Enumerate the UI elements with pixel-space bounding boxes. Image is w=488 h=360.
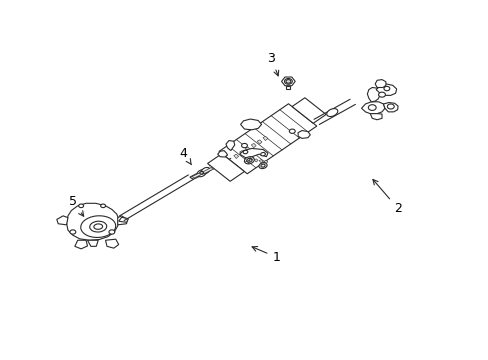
Polygon shape bbox=[244, 157, 248, 161]
Polygon shape bbox=[259, 159, 263, 163]
Ellipse shape bbox=[289, 129, 295, 134]
Ellipse shape bbox=[383, 86, 389, 91]
Ellipse shape bbox=[259, 163, 266, 168]
Ellipse shape bbox=[367, 105, 375, 111]
Polygon shape bbox=[233, 154, 238, 158]
Polygon shape bbox=[245, 147, 250, 151]
Ellipse shape bbox=[197, 170, 206, 177]
Polygon shape bbox=[239, 148, 267, 158]
Polygon shape bbox=[75, 240, 87, 249]
Polygon shape bbox=[219, 104, 316, 174]
Ellipse shape bbox=[79, 204, 83, 208]
Polygon shape bbox=[240, 119, 261, 130]
Polygon shape bbox=[254, 159, 258, 162]
Polygon shape bbox=[118, 216, 127, 225]
Polygon shape bbox=[291, 98, 325, 123]
Ellipse shape bbox=[243, 150, 247, 154]
Polygon shape bbox=[217, 150, 227, 157]
Polygon shape bbox=[263, 136, 267, 140]
Text: 1: 1 bbox=[252, 247, 280, 264]
Text: 4: 4 bbox=[179, 147, 191, 165]
Ellipse shape bbox=[201, 167, 209, 174]
Ellipse shape bbox=[109, 230, 115, 234]
Polygon shape bbox=[189, 172, 203, 179]
Ellipse shape bbox=[284, 78, 292, 84]
Polygon shape bbox=[366, 87, 379, 102]
Polygon shape bbox=[257, 140, 262, 144]
Polygon shape bbox=[239, 150, 244, 155]
Polygon shape bbox=[383, 103, 397, 112]
Ellipse shape bbox=[241, 143, 247, 148]
Polygon shape bbox=[119, 217, 128, 222]
Ellipse shape bbox=[70, 230, 76, 234]
Polygon shape bbox=[87, 240, 98, 246]
Polygon shape bbox=[281, 77, 295, 86]
Polygon shape bbox=[286, 86, 290, 89]
Polygon shape bbox=[298, 131, 310, 138]
Ellipse shape bbox=[246, 158, 252, 162]
Ellipse shape bbox=[261, 164, 264, 167]
Polygon shape bbox=[375, 84, 396, 95]
Polygon shape bbox=[66, 203, 119, 240]
Polygon shape bbox=[361, 102, 384, 114]
Ellipse shape bbox=[200, 171, 203, 174]
Polygon shape bbox=[199, 167, 211, 175]
Ellipse shape bbox=[81, 216, 116, 238]
Ellipse shape bbox=[386, 104, 393, 109]
Text: 3: 3 bbox=[267, 51, 278, 76]
Polygon shape bbox=[203, 167, 212, 174]
Polygon shape bbox=[249, 158, 253, 161]
Ellipse shape bbox=[378, 92, 385, 97]
Ellipse shape bbox=[101, 204, 105, 208]
Text: 5: 5 bbox=[69, 195, 83, 216]
Ellipse shape bbox=[326, 109, 337, 117]
Ellipse shape bbox=[285, 80, 290, 83]
Polygon shape bbox=[207, 154, 244, 181]
Polygon shape bbox=[225, 140, 234, 150]
Text: 2: 2 bbox=[372, 180, 401, 215]
Ellipse shape bbox=[94, 224, 102, 229]
Polygon shape bbox=[251, 143, 256, 148]
Polygon shape bbox=[105, 239, 119, 248]
Polygon shape bbox=[264, 160, 267, 163]
Polygon shape bbox=[192, 172, 203, 178]
Polygon shape bbox=[369, 114, 381, 120]
Polygon shape bbox=[57, 216, 68, 225]
Polygon shape bbox=[374, 80, 385, 87]
Ellipse shape bbox=[89, 221, 106, 232]
Ellipse shape bbox=[260, 153, 265, 156]
Ellipse shape bbox=[244, 157, 254, 164]
